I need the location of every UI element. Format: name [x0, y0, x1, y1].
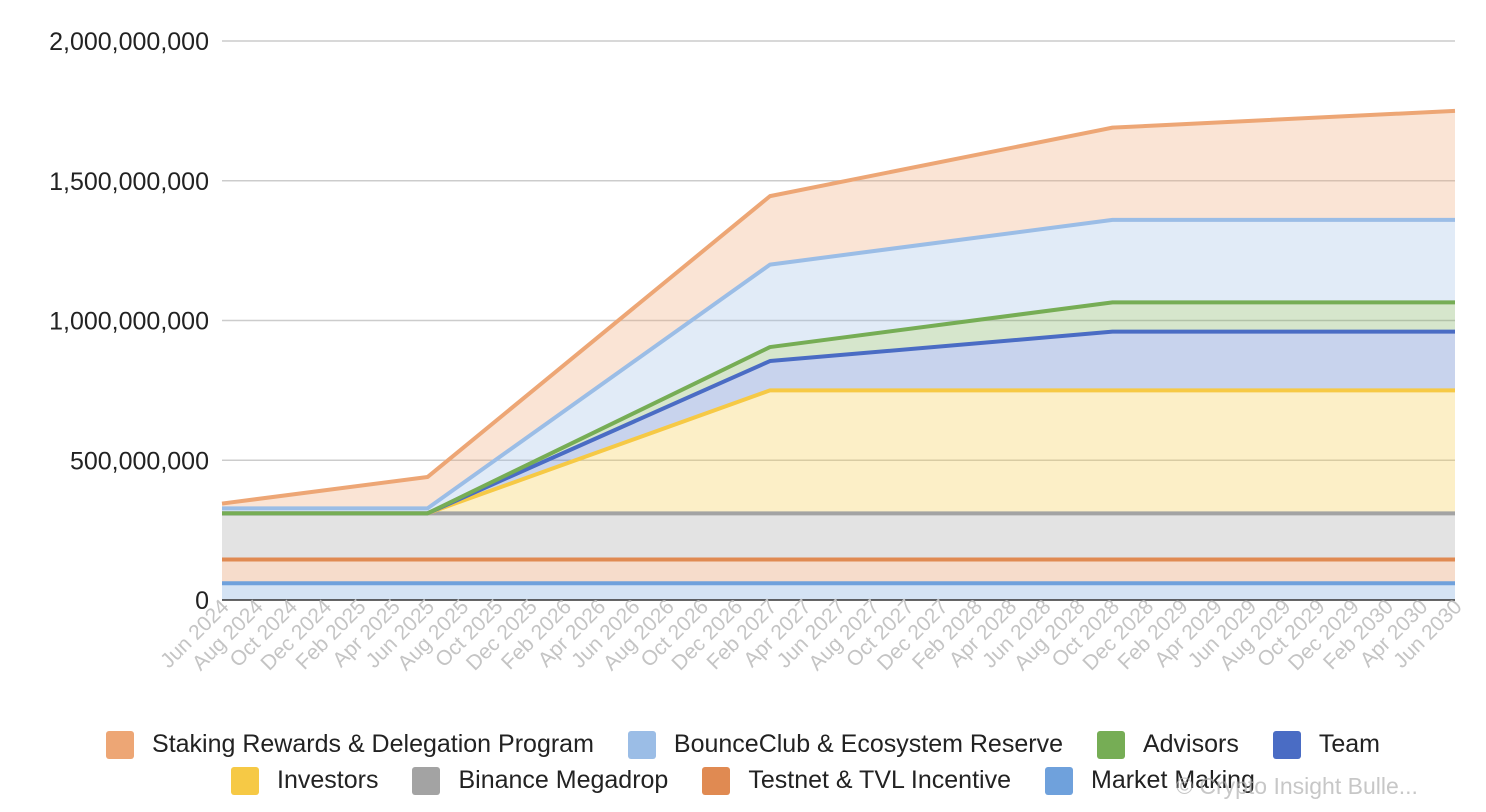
stacked-area-chart: 0 500,000,000 1,000,000,000 1,500,000,000 2,…	[49, 28, 1466, 675]
legend-label-staking-rewards: Staking Rewards & Delegation Program	[152, 730, 594, 758]
legend-swatch-team	[1272, 730, 1301, 759]
area-market-making	[222, 583, 1455, 600]
y-tick-label: 1,000,000,000	[49, 308, 209, 336]
legend-label-market-making: Market Making	[1091, 766, 1255, 794]
legend-label-advisors: Advisors	[1142, 730, 1239, 758]
area-staking-rewards-delegation-program	[222, 110, 1455, 509]
area-bounceclub-ecosystem-reserve	[222, 219, 1455, 514]
legend-item-staking-rewards[interactable]: Staking Rewards & Delegation Program	[106, 730, 594, 759]
area-binance-megadrop	[222, 513, 1455, 560]
legend-swatch-staking-rewards	[106, 730, 135, 759]
y-tick-label: 0	[195, 587, 209, 615]
legend-label-testnet-tvl: Testnet & TVL Incentive	[748, 766, 1011, 794]
legend-row-1: Staking Rewards & Delegation Program Bou…	[0, 730, 1486, 759]
legend-item-binance-megadrop[interactable]: Binance Megadrop	[412, 766, 668, 795]
area-investors	[222, 390, 1455, 514]
legend-row-2: Investors Binance Megadrop Testnet & TVL…	[0, 766, 1486, 795]
area-testnet-tvl-incentive	[222, 559, 1455, 584]
legend-item-market-making[interactable]: Market Making	[1045, 766, 1255, 795]
legend-swatch-investors	[231, 766, 260, 795]
y-tick-label: 2,000,000,000	[49, 28, 209, 56]
y-tick-label: 500,000,000	[70, 447, 209, 475]
legend-label-binance-megadrop: Binance Megadrop	[458, 766, 669, 794]
line-advisors	[222, 300, 1455, 516]
legend-label-bounceclub: BounceClub & Ecosystem Reserve	[673, 730, 1063, 758]
legend-swatch-bounceclub	[627, 730, 656, 759]
line-bounceclub-ecosystem-reserve	[222, 217, 1455, 511]
legend-swatch-testnet-tvl	[702, 766, 731, 795]
legend-label-investors: Investors	[277, 766, 379, 794]
legend-swatch-binance-megadrop	[412, 766, 441, 795]
legend-item-team[interactable]: Team	[1272, 730, 1380, 759]
legend-item-advisors[interactable]: Advisors	[1096, 730, 1239, 759]
y-tick-label: 1,500,000,000	[49, 168, 209, 196]
legend-item-testnet-tvl[interactable]: Testnet & TVL Incentive	[702, 766, 1011, 795]
legend-item-bounceclub[interactable]: BounceClub & Ecosystem Reserve	[627, 730, 1063, 759]
legend-label-team: Team	[1318, 730, 1380, 758]
legend-swatch-advisors	[1096, 730, 1125, 759]
watermark: © Crypto Insight Bulle...	[1176, 773, 1418, 799]
legend-item-investors[interactable]: Investors	[231, 766, 378, 795]
area-advisors	[222, 302, 1455, 514]
legend-swatch-market-making	[1045, 766, 1073, 795]
line-staking-rewards-delegation-program	[221, 108, 1456, 506]
